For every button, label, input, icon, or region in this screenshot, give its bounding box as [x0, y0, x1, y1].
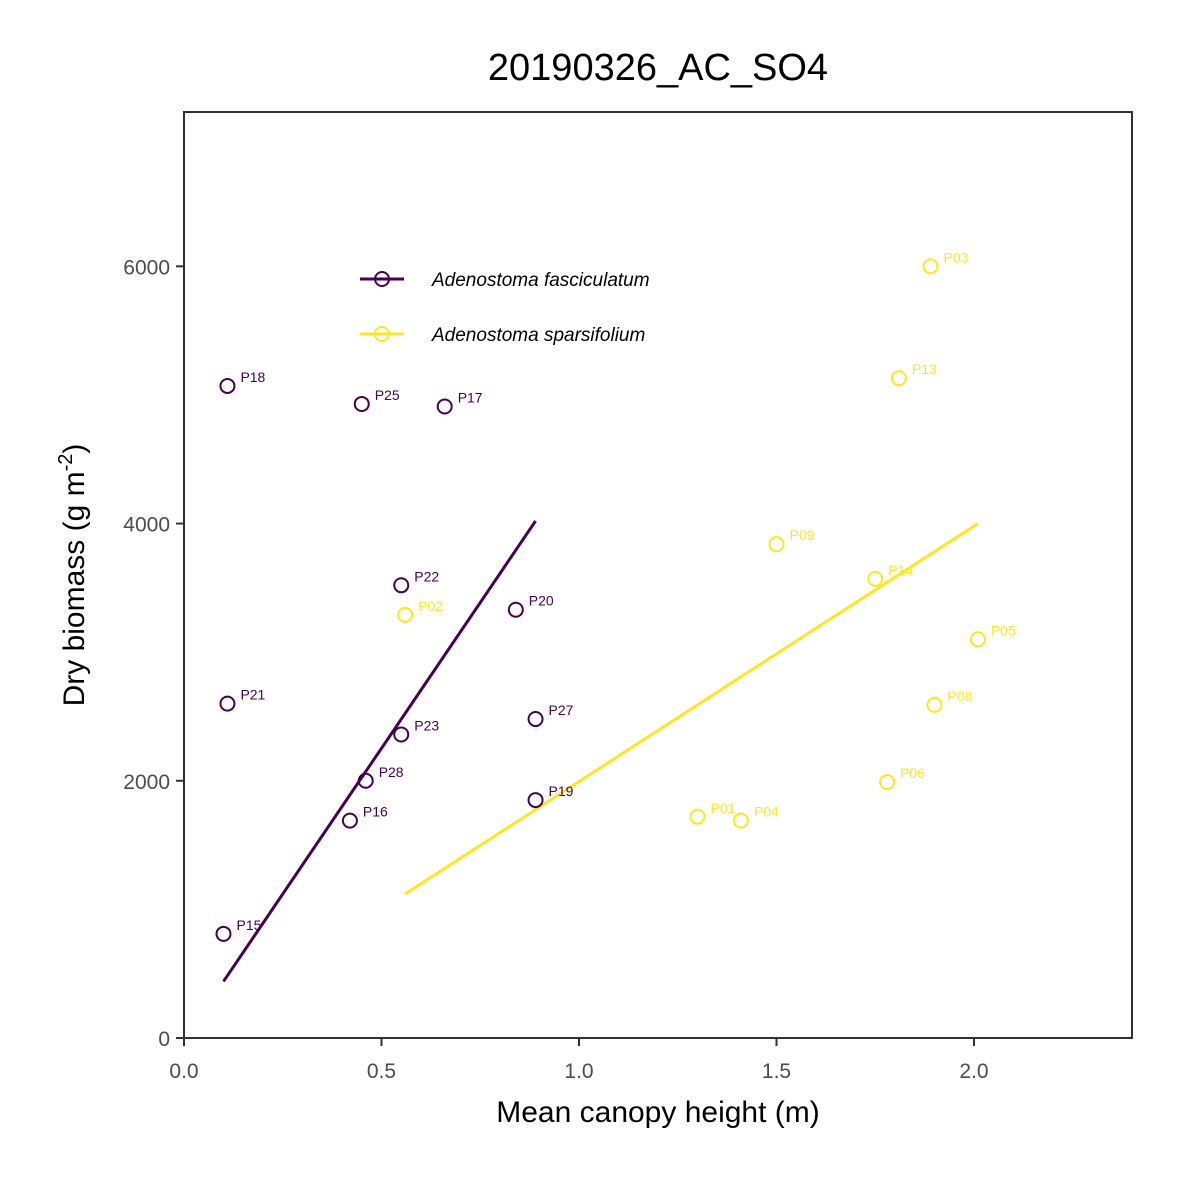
data-point-label: P28	[379, 764, 404, 780]
y-axis-label-superscript: -2	[55, 454, 77, 472]
data-point-label: P23	[414, 717, 439, 733]
y-axis: 0 2000 4000 6000	[123, 256, 184, 1051]
data-point	[393, 577, 410, 594]
x-tick-label: 2.0	[959, 1060, 988, 1083]
y-axis-label-end: )	[58, 444, 91, 454]
data-point-label: P14	[888, 562, 913, 578]
x-tick-label: 1.5	[762, 1060, 791, 1083]
y-axis-label: Dry biomass (g m-2)	[55, 444, 91, 707]
data-point-label: P09	[790, 527, 815, 543]
data-point-label: P16	[363, 804, 388, 820]
data-point-label: P17	[458, 390, 483, 406]
legend-label: Adenostoma sparsifolium	[431, 325, 645, 346]
data-point	[436, 398, 453, 415]
data-point	[341, 812, 358, 829]
y-tick-label: 4000	[123, 514, 170, 537]
data-point-label: P02	[418, 598, 443, 614]
data-point-label: P13	[912, 361, 937, 377]
data-point-label: P21	[240, 687, 265, 703]
point-labels: P18 P25 P17 P22 P20 P21 P27 P23 P28 P19 P16 P15 P03 P…	[237, 249, 1017, 932]
data-point	[768, 536, 785, 553]
y-axis-label-main: Dry biomass (g m	[58, 471, 91, 706]
legend-key-point	[374, 271, 390, 287]
data-point	[969, 631, 986, 648]
data-point-label: P15	[237, 917, 262, 933]
data-point	[219, 695, 236, 712]
data-point-label: P04	[754, 804, 779, 820]
data-point	[353, 395, 370, 412]
data-point	[879, 774, 896, 791]
plot-panel-border	[183, 111, 1133, 1039]
x-axis: 0.0 0.5 1.0 1.5 2.0	[169, 1038, 989, 1083]
data-point-label: P19	[549, 783, 574, 799]
data-point-label: P08	[948, 688, 973, 704]
data-point-label: P25	[375, 387, 400, 403]
data-point	[890, 370, 907, 387]
data-point	[507, 601, 524, 618]
data-point	[689, 808, 706, 825]
y-tick-label: 2000	[123, 771, 170, 794]
data-point	[357, 772, 374, 789]
data-point-label: P18	[240, 369, 265, 385]
data-point	[926, 696, 943, 713]
data-point	[527, 711, 544, 728]
data-point-label: P22	[414, 568, 439, 584]
data-point	[732, 812, 749, 829]
legend-label: Adenostoma fasciculatum	[431, 270, 650, 291]
data-point-label: P03	[944, 249, 969, 265]
data-point	[219, 377, 236, 394]
data-point-label: P27	[549, 702, 574, 718]
legend-key-point	[374, 326, 390, 342]
y-tick-label: 6000	[123, 256, 170, 279]
x-tick-label: 1.0	[564, 1060, 593, 1083]
fit-lines	[222, 520, 979, 983]
data-point	[397, 606, 414, 623]
data-point-label: P05	[991, 622, 1016, 638]
data-point	[867, 570, 884, 587]
fit-line	[404, 522, 979, 896]
data-points	[215, 258, 986, 942]
data-point-label: P01	[711, 800, 736, 816]
fit-line	[222, 520, 537, 983]
x-tick-label: 0.0	[169, 1060, 198, 1083]
x-axis-label: Mean canopy height (m)	[496, 1096, 820, 1129]
chart-title: 20190326_AC_SO4	[488, 47, 828, 89]
x-tick-label: 0.5	[367, 1060, 396, 1083]
data-point-label: P20	[529, 593, 554, 609]
y-tick-label: 0	[158, 1028, 170, 1051]
data-point	[215, 925, 232, 942]
legend: Adenostoma fasciculatum Adenostoma sparsi…	[360, 270, 650, 346]
data-point	[527, 792, 544, 809]
data-point	[393, 726, 410, 743]
data-point-label: P06	[900, 765, 925, 781]
data-point	[922, 258, 939, 275]
